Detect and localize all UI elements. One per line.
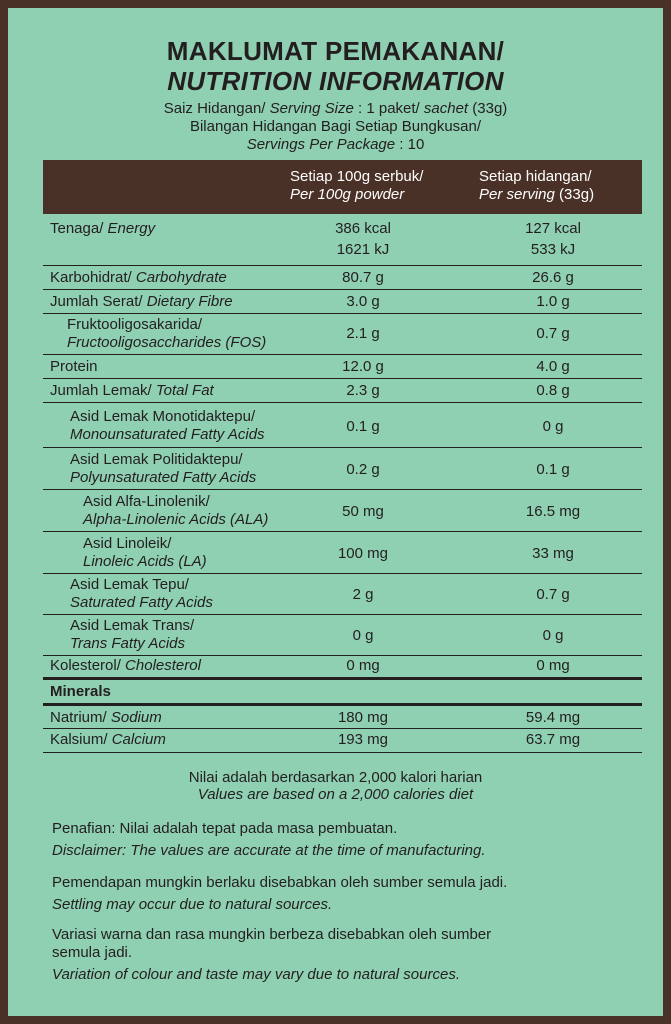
- row-fos: Fruktooligosakarida/Fructooligosaccharid…: [43, 313, 642, 355]
- title-malay: MAKLUMAT PEMAKANAN/: [166, 36, 505, 66]
- serving-size: Saiz Hidangan/ Serving Size : 1 paket/ s…: [163, 100, 508, 117]
- row-energy: Tenaga/ Energy 386 kcal 1621 kJ 127 kcal…: [43, 214, 642, 266]
- row-monounsaturated: Asid Lemak Monotidaktepu/Monounsaturated…: [43, 402, 642, 448]
- diet-note-english: Values are based on a 2,000 calories die…: [197, 786, 474, 803]
- row-linoleic: Asid Linoleik/Linoleic Acids (LA) 100 mg…: [43, 531, 642, 574]
- variation-english: Variation of colour and taste may vary d…: [52, 966, 460, 983]
- row-sodium: Natrium/ Sodium 180 mg 59.4 mg: [43, 706, 642, 729]
- row-carbohydrate: Karbohidrat/ Carbohydrate 80.7 g 26.6 g: [43, 265, 642, 290]
- disclaimer-malay: Penafian: Nilai adalah tepat pada masa p…: [52, 820, 398, 837]
- variation-malay-line1: Variasi warna dan rasa mungkin berbeza d…: [52, 926, 492, 943]
- row-total-fat: Jumlah Lemak/ Total Fat 2.3 g 0.8 g: [43, 378, 642, 403]
- header-per-100g: Setiap 100g serbuk/ Per 100g powder: [290, 168, 424, 203]
- row-dietary-fibre: Jumlah Serat/ Dietary Fibre 3.0 g 1.0 g: [43, 289, 642, 314]
- row-cholesterol: Kolesterol/ Cholesterol 0 mg 0 mg: [43, 655, 642, 680]
- row-polyunsaturated: Asid Lemak Politidaktepu/Polyunsaturated…: [43, 447, 642, 490]
- row-trans: Asid Lemak Trans/Trans Fatty Acids 0 g 0…: [43, 614, 642, 656]
- settling-english: Settling may occur due to natural source…: [52, 896, 333, 913]
- variation-malay-line2: semula jadi.: [52, 944, 133, 961]
- row-protein: Protein 12.0 g 4.0 g: [43, 354, 642, 379]
- row-calcium: Kalsium/ Calcium 193 mg 63.7 mg: [43, 728, 642, 753]
- row-ala: Asid Alfa-Linolenik/Alpha-Linolenic Acid…: [43, 489, 642, 532]
- disclaimer-english: Disclaimer: The values are accurate at t…: [52, 842, 486, 859]
- table-header: Setiap 100g serbuk/ Per 100g powder Seti…: [43, 160, 642, 214]
- row-saturated: Asid Lemak Tepu/Saturated Fatty Acids 2 …: [43, 573, 642, 615]
- title-english: NUTRITION INFORMATION: [167, 66, 504, 96]
- servings-per-package-english: Servings Per Package : 10: [246, 136, 425, 153]
- row-minerals-heading: Minerals: [43, 680, 642, 706]
- header-per-serving: Setiap hidangan/ Per serving (33g): [479, 168, 595, 203]
- servings-per-package-malay: Bilangan Hidangan Bagi Setiap Bungkusan/: [189, 118, 482, 135]
- diet-note-malay: Nilai adalah berdasarkan 2,000 kalori ha…: [188, 769, 483, 786]
- settling-malay: Pemendapan mungkin berlaku disebabkan ol…: [52, 874, 508, 891]
